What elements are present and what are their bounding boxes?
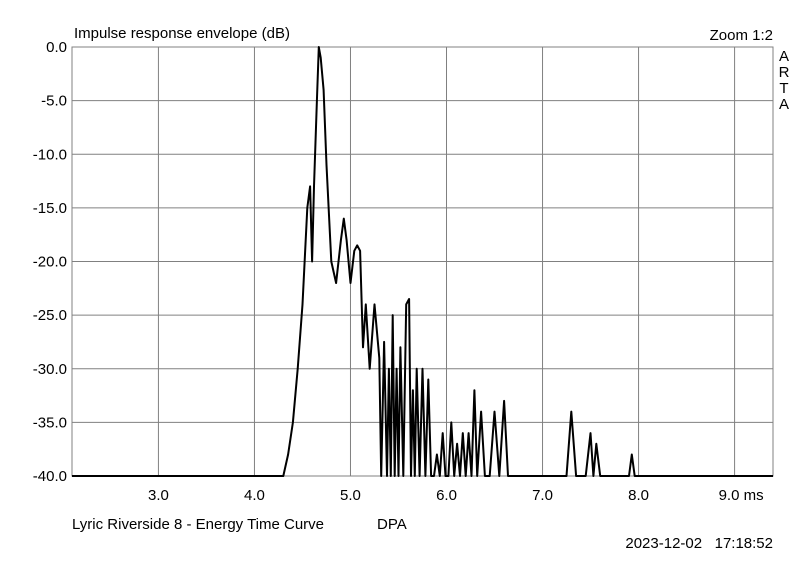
chart-title: Impulse response envelope (dB) — [74, 25, 290, 42]
x-tick-label: 6.0 — [436, 487, 457, 504]
y-tick-labels: 0.0 -5.0 -10.0 -15.0 -20.0 -25.0 -30.0 -35.0 -40… — [33, 39, 67, 485]
y-tick-label: -30.0 — [33, 361, 67, 378]
y-tick-label: -5.0 — [41, 93, 67, 110]
y-tick-label: -25.0 — [33, 307, 67, 324]
y-tick-label: -10.0 — [33, 146, 67, 163]
brand-letter: R — [779, 64, 790, 81]
x-tick-label: 3.0 — [148, 487, 169, 504]
x-tick-label: 9.0 ms — [719, 487, 764, 504]
x-tick-label: 7.0 — [532, 487, 553, 504]
y-tick-label: -35.0 — [33, 414, 67, 431]
x-tick-labels: 3.0 4.0 5.0 6.0 7.0 8.0 9.0 ms — [148, 487, 764, 504]
zoom-label: Zoom 1:2 — [710, 27, 773, 44]
y-tick-label: 0.0 — [46, 39, 67, 56]
x-tick-label: 5.0 — [340, 487, 361, 504]
y-tick-label: -20.0 — [33, 254, 67, 271]
brand-letter: T — [779, 80, 788, 97]
footer-caption: Lyric Riverside 8 - Energy Time Curve — [72, 516, 324, 533]
brand-letter: A — [779, 96, 789, 113]
brand-letter: A — [779, 48, 789, 65]
footer-mic-label: DPA — [377, 516, 407, 533]
y-tick-label: -40.0 — [33, 468, 67, 485]
grid-layer — [72, 47, 773, 476]
x-tick-label: 8.0 — [628, 487, 649, 504]
y-tick-label: -15.0 — [33, 200, 67, 217]
x-tick-label: 4.0 — [244, 487, 265, 504]
footer-timestamp: 2023-12-02 17:18:52 — [625, 535, 773, 552]
